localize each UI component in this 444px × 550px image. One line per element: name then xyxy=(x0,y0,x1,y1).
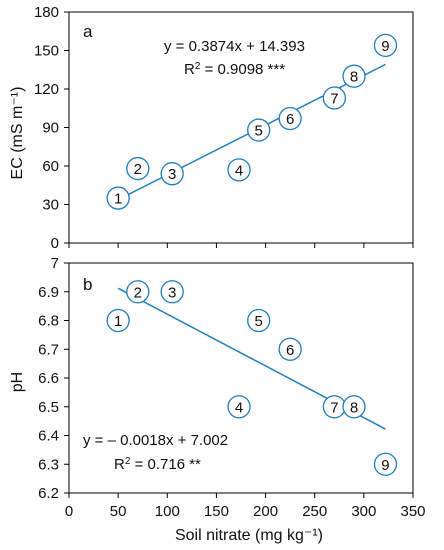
panel-b-y-tick-label: 6.5 xyxy=(38,399,59,416)
panel-b-y-tick-label: 6.6 xyxy=(38,370,59,387)
panel-b-y-axis-label: pH xyxy=(9,372,26,392)
panel-b-point-5 xyxy=(247,308,271,333)
panel-a-y-tick-label: 0 xyxy=(51,235,59,252)
panel-a-point-8 xyxy=(342,64,366,88)
panel-a-point-1 xyxy=(106,186,130,210)
panel-a-point-label-1: 1 xyxy=(114,191,122,208)
panel-a-point-label-4: 4 xyxy=(235,162,243,179)
panel-b-point-8 xyxy=(342,395,366,419)
panel-a-y-tick-label: 150 xyxy=(34,43,59,60)
x-tick-label: 350 xyxy=(400,503,425,520)
panel-b-point-label-9: 9 xyxy=(381,457,389,474)
panel-b-point-label-4: 4 xyxy=(235,399,243,416)
panel-a-point-label-9: 9 xyxy=(381,38,389,55)
panel-b-y-tick-label: 6.8 xyxy=(38,313,59,330)
panel-b-y-ticks: 6.2 6.3 6.4 6.5 6.6 6.7 6.8 6.9 7 xyxy=(38,255,69,502)
x-tick-label: 100 xyxy=(155,503,180,520)
panel-a-point-5 xyxy=(247,118,271,142)
panel-a: a EC (mS m⁻¹) y = 0.3874x + 14.393 R2 = … xyxy=(9,4,414,252)
panel-b-equation: y = – 0.0018x + 7.002 xyxy=(83,432,228,449)
panel-a-point-label-6: 6 xyxy=(286,111,294,128)
panel-b-r2-prefix: R xyxy=(114,456,125,473)
panel-b-point-label-3: 3 xyxy=(168,284,176,301)
x-tick-label: 250 xyxy=(302,503,327,520)
panel-b-point-label-6: 6 xyxy=(286,342,294,359)
panel-b-point-label-7: 7 xyxy=(330,399,338,416)
panel-b-point-4 xyxy=(227,395,251,419)
panel-a-point-9 xyxy=(373,33,398,58)
panel-b-y-tick-label: 6.7 xyxy=(38,341,59,358)
panel-a-point-7 xyxy=(322,86,347,110)
panel-a-point-label-7: 7 xyxy=(330,90,338,107)
panel-b-point-1 xyxy=(106,308,130,333)
panel-b-x-ticks: 0 50 100 150 200 250 300 350 xyxy=(65,493,426,520)
panel-a-y-ticks: 0 30 60 90 120 150 180 xyxy=(34,4,69,252)
x-tick-label: 150 xyxy=(204,503,229,520)
panel-a-equation: y = 0.3874x + 14.393 xyxy=(164,38,305,55)
panel-b-r2-value: = 0.716 ** xyxy=(130,456,201,473)
panel-b: b pH y = – 0.0018x + 7.002 R2 = 0.716 **… xyxy=(9,255,426,520)
panel-a-r2-superscript: 2 xyxy=(195,61,201,72)
panel-a-point-label-2: 2 xyxy=(134,161,142,178)
panel-b-r2-superscript: 2 xyxy=(125,456,131,467)
panel-a-point-label-8: 8 xyxy=(350,69,358,86)
panel-a-point-3 xyxy=(160,162,184,186)
panel-b-point-label-1: 1 xyxy=(114,313,122,330)
x-axis-label: Soil nitrate (mg kg⁻¹) xyxy=(175,527,323,544)
panel-a-point-4 xyxy=(227,158,251,182)
panel-b-point-3 xyxy=(160,280,184,304)
panel-a-y-tick-label: 180 xyxy=(34,4,59,21)
panel-b-point-label-5: 5 xyxy=(255,313,263,330)
panel-a-point-label-3: 3 xyxy=(168,166,176,183)
panel-a-y-tick-label: 120 xyxy=(34,81,59,98)
panel-a-point-2 xyxy=(126,156,150,181)
panel-b-point-label-2: 2 xyxy=(134,284,142,301)
panel-a-point-6 xyxy=(278,106,302,131)
panel-a-y-tick-label: 60 xyxy=(42,158,59,175)
panel-a-point-label-5: 5 xyxy=(255,123,263,140)
panel-a-r2-value: = 0.9098 *** xyxy=(200,61,285,78)
panel-a-y-axis-label: EC (mS m⁻¹) xyxy=(9,87,26,180)
panel-b-point-9 xyxy=(373,452,398,476)
panel-b-r2: R2 = 0.716 ** xyxy=(114,456,201,474)
panel-b-label: b xyxy=(83,275,92,294)
x-tick-label: 200 xyxy=(253,503,278,520)
panel-a-x-ticks xyxy=(68,243,414,248)
panel-b-y-tick-label: 6.9 xyxy=(38,284,59,301)
panel-a-r2-prefix: R xyxy=(184,61,195,78)
panel-b-point-6 xyxy=(278,337,302,361)
panel-a-y-tick-label: 90 xyxy=(42,120,59,137)
panel-a-r2: R2 = 0.9098 *** xyxy=(184,61,285,79)
panel-a-y-tick-label: 30 xyxy=(42,197,59,214)
panel-b-y-tick-label: 6.3 xyxy=(38,456,59,473)
panel-b-y-tick-label: 6.4 xyxy=(38,428,59,445)
panel-b-point-label-8: 8 xyxy=(350,399,358,416)
x-tick-label: 300 xyxy=(351,503,376,520)
x-tick-label: 50 xyxy=(110,503,127,520)
panel-a-label: a xyxy=(83,22,93,41)
panel-b-point-2 xyxy=(126,280,150,304)
x-tick-label: 0 xyxy=(65,503,73,520)
panel-b-y-tick-label: 6.2 xyxy=(38,485,59,502)
panel-b-y-tick-label: 7 xyxy=(51,255,59,272)
